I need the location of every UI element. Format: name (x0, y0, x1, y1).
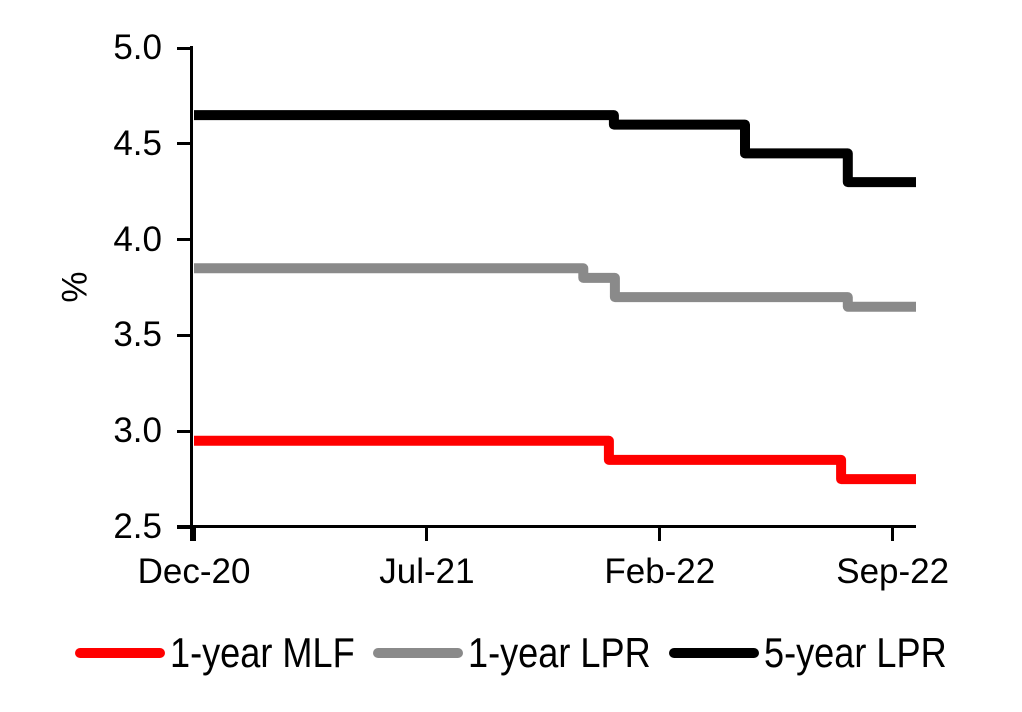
x-axis-line (177, 525, 916, 528)
legend-label: 5-year LPR (763, 629, 947, 676)
y-tick-mark (177, 333, 191, 337)
x-tick-label: Jul-21 (379, 552, 475, 591)
legend-item-1-year-mlf: 1-year MLF (75, 630, 355, 676)
y-tick-mark (177, 142, 191, 146)
y-tick-mark (177, 46, 191, 50)
legend-item-1-year-lpr: 1-year LPR (373, 630, 651, 676)
y-tick-label: 5.0 (113, 28, 162, 67)
x-tick-mark (425, 528, 429, 541)
y-tick-label: 4.0 (113, 219, 162, 259)
legend-swatch (668, 648, 759, 658)
legend-label: 1-year MLF (170, 629, 356, 676)
y-axis-line (190, 46, 193, 541)
legend-label: 1-year LPR (468, 629, 651, 676)
y-tick-mark (177, 525, 191, 529)
y-tick-label: 3.5 (113, 315, 162, 355)
series-line-5-year-lpr (194, 110, 916, 188)
y-tick-label: 2.5 (113, 507, 162, 546)
x-tick-label: Dec-20 (137, 552, 251, 591)
y-tick-mark (177, 429, 191, 433)
x-tick-label: Feb-22 (604, 552, 716, 591)
y-tick-label: 4.5 (113, 123, 162, 163)
y-tick-mark (177, 238, 191, 242)
series-line-1-year-lpr (194, 263, 916, 312)
x-tick-mark (192, 528, 196, 541)
legend-item-5-year-lpr: 5-year LPR (668, 629, 947, 676)
legend-swatch (373, 648, 464, 658)
legend-swatch (75, 648, 166, 658)
x-tick-mark (891, 528, 895, 541)
legend: 1-year MLF 1-year LPR 5-year LPR (0, 627, 1022, 679)
y-tick-label: 3.0 (113, 411, 162, 451)
x-tick-label: Sep-22 (836, 552, 950, 591)
series-line-1-year-mlf (194, 435, 916, 485)
x-tick-mark (658, 528, 662, 541)
